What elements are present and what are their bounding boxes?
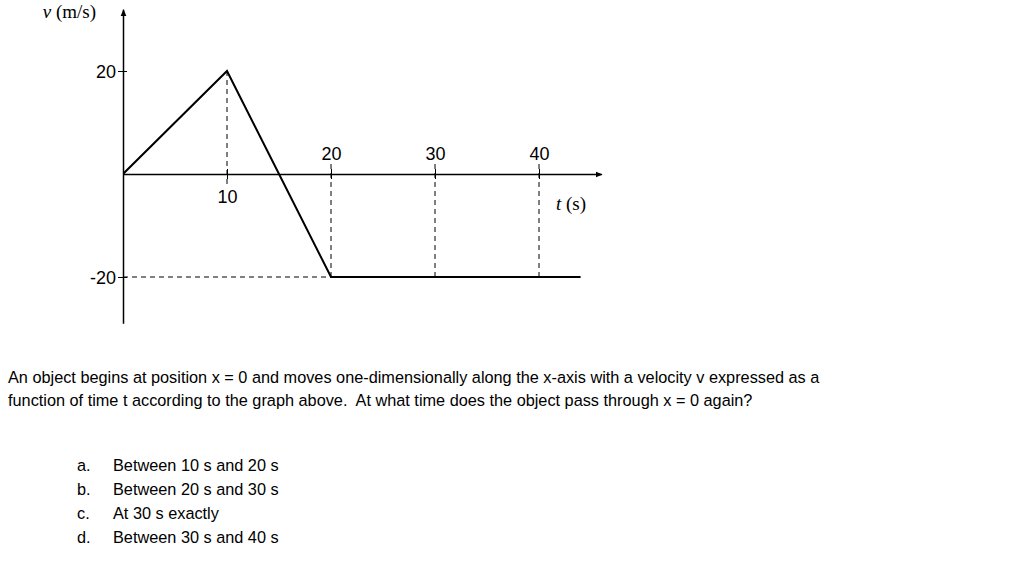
x-tick: 10 [217,169,237,207]
x-axis-line [124,174,602,176]
x-tick: 30 [425,144,445,179]
y-axis: 20 -20 [90,10,127,324]
x-tick-label: 10 [217,187,237,207]
option-label: b. [77,480,91,498]
guide-line [435,160,436,277]
guide-line [123,277,331,278]
y-tick-mark [118,71,127,72]
option-text: Between 10 s and 20 s [113,456,279,474]
page: 10 20 30 40 20 -20 v (m/s) t (s) An object begin… [0,0,1021,577]
x-axis: 10 20 30 40 [124,144,602,207]
y-axis-title: v (m/s) [43,1,96,23]
x-tick-mark [227,169,228,179]
option-label: d. [77,528,91,546]
option-text: Between 30 s and 40 s [113,528,279,546]
x-tick: 40 [529,144,549,179]
y-tick: 20 [96,62,127,82]
y-tick: -20 [90,268,127,288]
question-line: An object begins at position x = 0 and m… [8,368,820,386]
y-axis-line [123,10,125,324]
x-tick: 20 [321,144,341,179]
x-tick-label: 20 [321,144,341,164]
question: An object begins at position x = 0 and m… [8,368,820,546]
option-label: a. [77,456,91,474]
guide-line [539,160,540,277]
y-tick-label: -20 [90,268,116,288]
question-line: function of time t according to the grap… [8,391,752,409]
option-label: c. [77,504,90,522]
y-tick-label: 20 [96,62,116,82]
y-tick-mark [118,277,127,278]
guide-line [227,71,228,188]
guide-line [331,160,332,277]
option-text: At 30 s exactly [113,504,220,522]
x-tick-label: 40 [529,144,549,164]
option-text: Between 20 s and 30 s [113,480,279,498]
x-axis-title: t (s) [556,193,586,215]
x-tick-label: 30 [425,144,445,164]
x-tick-mark [435,169,436,179]
x-tick-mark [539,169,540,179]
x-tick-mark [331,169,332,179]
